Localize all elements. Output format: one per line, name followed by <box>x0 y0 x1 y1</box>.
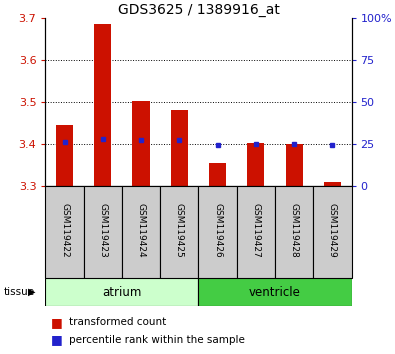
Text: GSM119426: GSM119426 <box>213 202 222 257</box>
Text: GSM119423: GSM119423 <box>98 202 107 257</box>
Text: atrium: atrium <box>102 286 142 298</box>
Bar <box>45 278 199 306</box>
Text: GSM119429: GSM119429 <box>328 202 337 257</box>
Bar <box>84 186 122 278</box>
Bar <box>56 125 73 186</box>
Text: ventricle: ventricle <box>249 286 301 298</box>
Bar <box>160 186 199 278</box>
Bar <box>247 143 265 186</box>
Bar <box>275 186 313 278</box>
Text: GSM119424: GSM119424 <box>137 203 146 257</box>
Text: tissue: tissue <box>4 287 35 297</box>
Bar <box>286 144 303 186</box>
Bar <box>313 186 352 278</box>
Text: GSM119428: GSM119428 <box>290 202 299 257</box>
Bar <box>171 110 188 186</box>
Bar <box>45 186 84 278</box>
Text: percentile rank within the sample: percentile rank within the sample <box>69 335 245 345</box>
Text: ■: ■ <box>51 333 63 346</box>
Bar <box>209 163 226 186</box>
Text: GSM119422: GSM119422 <box>60 203 69 257</box>
Bar <box>199 278 352 306</box>
Text: transformed count: transformed count <box>69 317 166 327</box>
Title: GDS3625 / 1389916_at: GDS3625 / 1389916_at <box>118 3 279 17</box>
Text: GSM119425: GSM119425 <box>175 202 184 257</box>
Bar <box>94 24 111 186</box>
Bar <box>122 186 160 278</box>
Bar <box>324 182 341 186</box>
Bar <box>237 186 275 278</box>
Text: ▶: ▶ <box>28 287 36 297</box>
Bar <box>132 101 150 186</box>
Bar <box>199 186 237 278</box>
Text: ■: ■ <box>51 316 63 329</box>
Text: GSM119427: GSM119427 <box>251 202 260 257</box>
